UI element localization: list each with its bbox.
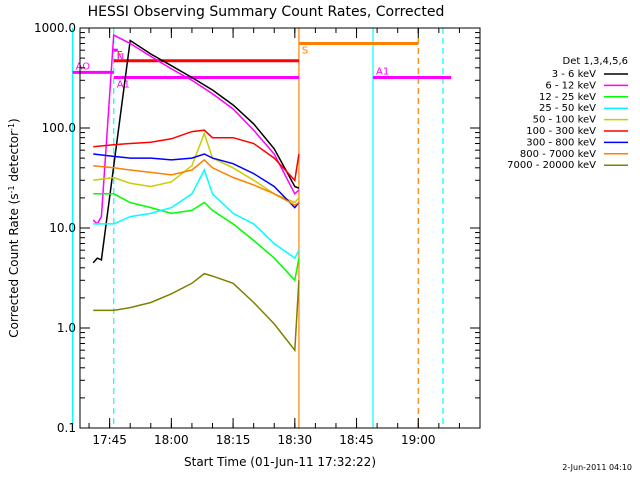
footer-timestamp: 2-Jun-2011 04:10 <box>562 463 632 472</box>
series-line-2 <box>93 193 300 282</box>
series-line-7 <box>93 158 300 206</box>
vertical-markers <box>71 28 444 428</box>
x-tick-label-0: 17:45 <box>92 433 127 447</box>
legend-label-0: 3 - 6 keV <box>552 69 596 80</box>
y-tick-label-4: 1000.0 <box>34 21 76 35</box>
y-tick-label-1: 1.0 <box>57 321 76 335</box>
x-tick-label-5: 19:00 <box>401 433 436 447</box>
legend-title: Det 1,3,4,5,6 <box>563 56 628 67</box>
x-tick-label-1: 18:00 <box>154 433 189 447</box>
flag-bars: FN AO A1 A1 S <box>72 41 452 90</box>
y-axis: 0.1 1.0 10.0 100.0 1000.0 <box>34 21 480 435</box>
x-tick-label-4: 18:45 <box>339 433 374 447</box>
flag-label-2: AO <box>76 61 91 72</box>
series-line-6 <box>93 153 300 209</box>
legend-label-6: 300 - 800 keV <box>526 137 596 148</box>
series-line-5 <box>93 129 300 182</box>
x-axis: 17:45 18:00 18:15 18:30 18:45 19:00 <box>88 28 481 447</box>
legend-label-2: 12 - 25 keV <box>539 92 596 103</box>
legend-label-1: 6 - 12 keV <box>545 80 596 91</box>
plot-frame <box>79 27 481 429</box>
legend-label-5: 100 - 300 keV <box>526 126 596 137</box>
series-line-1 <box>92 33 300 226</box>
series-lines <box>92 33 300 353</box>
y-axis-label: Corrected Count Rate (s-1 detector-1) <box>7 118 21 337</box>
legend-label-3: 25 - 50 keV <box>539 103 596 114</box>
series-line-8 <box>93 272 300 353</box>
chart-title: HESSI Observing Summary Count Rates, Cor… <box>88 4 445 20</box>
flag-label-5: S <box>302 45 308 56</box>
legend-label-7: 800 - 7000 keV <box>520 149 596 160</box>
flag-label-0: F <box>117 50 123 61</box>
flag-label-1: N <box>117 52 124 63</box>
flag-label-4: A1 <box>376 66 389 77</box>
flag-label-3: A1 <box>117 79 130 90</box>
series-line-3 <box>93 168 300 260</box>
x-tick-label-2: 18:15 <box>216 433 251 447</box>
series-line-0 <box>92 39 300 264</box>
x-axis-label: Start Time (01-Jun-11 17:32:22) <box>184 455 376 469</box>
x-tick-label-3: 18:30 <box>278 433 313 447</box>
legend-label-8: 7000 - 20000 keV <box>507 160 596 171</box>
y-tick-label-0: 0.1 <box>57 421 76 435</box>
y-tick-label-2: 10.0 <box>49 221 76 235</box>
y-tick-label-3: 100.0 <box>42 121 76 135</box>
legend-label-4: 50 - 100 keV <box>533 115 597 126</box>
